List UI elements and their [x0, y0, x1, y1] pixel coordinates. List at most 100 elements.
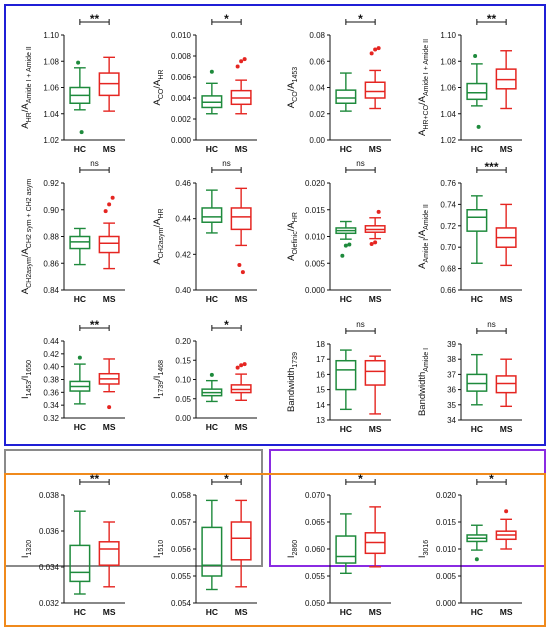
- x-tick-label: MS: [235, 294, 248, 304]
- x-tick-label: MS: [103, 294, 116, 304]
- significance-label: ns: [356, 159, 364, 168]
- box-ms: [364, 506, 386, 568]
- significance-label: **: [90, 12, 100, 26]
- box-hc: [201, 372, 223, 403]
- y-axis-label: BandwidthAmide I​: [417, 348, 430, 416]
- y-axis-label: I2860​: [286, 540, 299, 558]
- y-tick-label: 0.15: [175, 356, 191, 365]
- outlier-point: [474, 557, 479, 562]
- outlier-point: [373, 47, 378, 52]
- y-tick-label: 0.002: [171, 115, 192, 124]
- x-tick-label: HC: [206, 144, 218, 154]
- significance-label: ns: [90, 159, 98, 168]
- y-tick-label: 0.010: [305, 233, 326, 242]
- y-tick-label: 0.070: [305, 491, 326, 500]
- interquartile-box: [335, 535, 357, 564]
- outlier-point: [340, 253, 345, 258]
- y-tick-label: 0.032: [39, 599, 60, 608]
- y-axis-label: I1453​/I1650​: [20, 360, 33, 399]
- box-chart: 0.32 0.34 0.36 0.38 0.40 0.42 0.44 I1453​/I1650…: [20, 318, 125, 432]
- interquartile-box: [466, 82, 488, 101]
- outlier-point: [76, 60, 81, 65]
- x-tick-label: MS: [103, 144, 116, 154]
- x-tick-label: HC: [471, 144, 483, 154]
- outlier-point: [476, 124, 481, 129]
- outlier-point: [504, 509, 509, 514]
- y-tick-label: 0.34: [43, 401, 59, 410]
- y-tick-label: 15: [316, 386, 325, 395]
- box-chart: 0.66 0.68 0.70 0.72 0.74 0.76 AAmide I​/AAmide…: [417, 160, 522, 304]
- outlier-point: [240, 270, 245, 275]
- y-tick-label: 1.10: [440, 31, 456, 40]
- box-hc: [466, 54, 488, 129]
- x-tick-label: MS: [235, 422, 248, 432]
- outlier-point: [235, 365, 240, 370]
- y-axis-label: AHR+CO​/AAmide I + Amide II​: [417, 39, 430, 136]
- interquartile-box: [230, 384, 252, 394]
- y-tick-label: 1.02: [43, 136, 59, 145]
- box-ms: [98, 56, 120, 112]
- y-tick-label: 0.20: [175, 337, 191, 346]
- significance-label: ns: [487, 320, 495, 329]
- outlier-point: [239, 59, 244, 64]
- significance-label: *: [224, 318, 229, 332]
- box-hc: [201, 69, 223, 115]
- interquartile-box: [335, 89, 357, 104]
- outlier-point: [343, 243, 348, 248]
- significance-label: *: [224, 12, 229, 26]
- x-tick-label: HC: [74, 144, 86, 154]
- interquartile-box: [69, 544, 91, 583]
- significance-label: **: [90, 472, 100, 486]
- y-axis-label: I1320​: [20, 540, 33, 558]
- y-axis-label: I1510​: [152, 540, 165, 558]
- outlier-point: [103, 209, 108, 214]
- y-tick-label: 0.015: [436, 518, 457, 527]
- outlier-point: [79, 130, 84, 135]
- box-hc: [466, 195, 488, 264]
- y-axis-label: AOlefinic​/AHR​: [286, 212, 299, 261]
- outlier-point: [369, 51, 374, 56]
- box-hc: [69, 510, 91, 595]
- y-tick-label: 0.70: [440, 243, 456, 252]
- y-tick-label: 1.06: [43, 84, 59, 93]
- y-tick-label: 0.000: [436, 599, 457, 608]
- box-ms: [495, 50, 517, 110]
- significance-label: ns: [222, 159, 230, 168]
- significance-label: **: [90, 318, 100, 332]
- y-tick-label: 0.004: [171, 94, 192, 103]
- interquartile-box: [98, 235, 120, 254]
- y-axis-label: ACO​/A1453​: [286, 67, 299, 109]
- y-tick-label: 0.054: [171, 599, 192, 608]
- box-chart: 0.054 0.055 0.056 0.057 0.058 I1510​ HC MS *: [152, 472, 257, 617]
- y-tick-label: 0.02: [309, 110, 325, 119]
- y-tick-label: 17: [316, 355, 325, 364]
- significance-label: ns: [356, 320, 364, 329]
- y-tick-label: 0.46: [175, 179, 191, 188]
- significance-label: *: [358, 472, 363, 486]
- outlier-point: [237, 263, 242, 268]
- outlier-point: [347, 242, 352, 247]
- y-tick-label: 0.88: [43, 233, 59, 242]
- x-tick-label: MS: [369, 607, 382, 617]
- y-tick-label: 0.058: [171, 491, 192, 500]
- outlier-point: [242, 57, 247, 62]
- y-axis-label: AHR​/AAmide I + Amide II​: [20, 46, 33, 129]
- x-tick-label: MS: [235, 607, 248, 617]
- outlier-point: [209, 372, 214, 377]
- box-hc: [335, 513, 357, 574]
- y-tick-label: 1.08: [43, 57, 59, 66]
- y-tick-label: 0.74: [440, 200, 456, 209]
- box-hc: [466, 353, 488, 406]
- x-tick-label: MS: [235, 144, 248, 154]
- outlier-point: [107, 405, 112, 410]
- significance-label: ***: [484, 160, 498, 174]
- outlier-point: [77, 355, 82, 360]
- y-tick-label: 0.32: [43, 414, 59, 423]
- box-hc: [335, 72, 357, 112]
- y-tick-label: 0.08: [309, 31, 325, 40]
- interquartile-box: [230, 521, 252, 561]
- outlier-point: [376, 209, 381, 214]
- x-tick-label: HC: [206, 607, 218, 617]
- box-chart: 0.000 0.005 0.010 0.015 0.020 I3016​ HC MS *: [417, 472, 522, 617]
- y-tick-label: 0.06: [309, 57, 325, 66]
